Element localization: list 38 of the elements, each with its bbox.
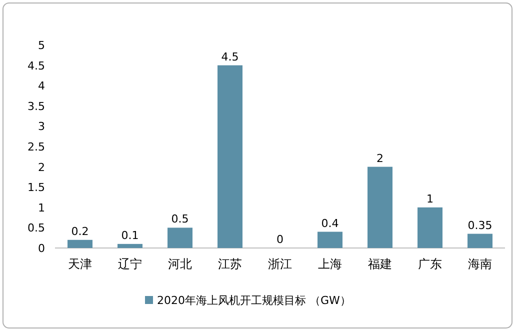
bar (168, 228, 192, 248)
data-label: 2 (376, 152, 384, 165)
data-label: 0.2 (71, 224, 89, 238)
y-tick-label: 0 (38, 242, 45, 255)
x-tick-label: 福建 (368, 257, 392, 271)
y-tick-label: 1.5 (28, 181, 45, 194)
bar (318, 232, 342, 248)
x-tick-label: 河北 (168, 257, 192, 271)
x-tick-label: 天津 (68, 257, 92, 271)
data-label: 4.5 (221, 50, 239, 64)
y-tick-label: 4 (38, 80, 45, 93)
y-tick-label: 0.5 (28, 222, 45, 235)
x-tick-label: 辽宁 (118, 257, 142, 271)
y-tick-label: 4.5 (28, 59, 45, 72)
y-tick-label: 1 (38, 201, 45, 214)
bar (368, 166, 392, 248)
data-label: 0.5 (171, 212, 189, 226)
data-label: 0 (276, 233, 284, 246)
data-label: 0.1 (121, 228, 139, 242)
x-tick-label: 浙江 (268, 257, 292, 271)
data-label: 0.35 (468, 218, 492, 232)
data-label: 0.4 (321, 216, 339, 230)
bar (118, 244, 142, 248)
y-tick-label: 2 (38, 160, 45, 174)
x-tick-label: 海南 (468, 257, 492, 271)
x-tick-label: 上海 (318, 257, 342, 271)
bar (68, 240, 92, 248)
bar (468, 234, 492, 248)
y-tick-label: 3.5 (28, 100, 45, 113)
bar (418, 207, 442, 248)
x-tick-label: 广东 (418, 257, 442, 271)
data-label: 1 (426, 192, 434, 206)
legend-label: 2020年海上风机开工规模目标 （GW） (157, 294, 351, 307)
y-tick-label: 5 (38, 39, 45, 52)
y-tick-label: 3 (38, 120, 45, 134)
bar (218, 65, 242, 248)
y-tick-label: 2.5 (28, 140, 45, 154)
x-tick-label: 江苏 (218, 257, 242, 271)
